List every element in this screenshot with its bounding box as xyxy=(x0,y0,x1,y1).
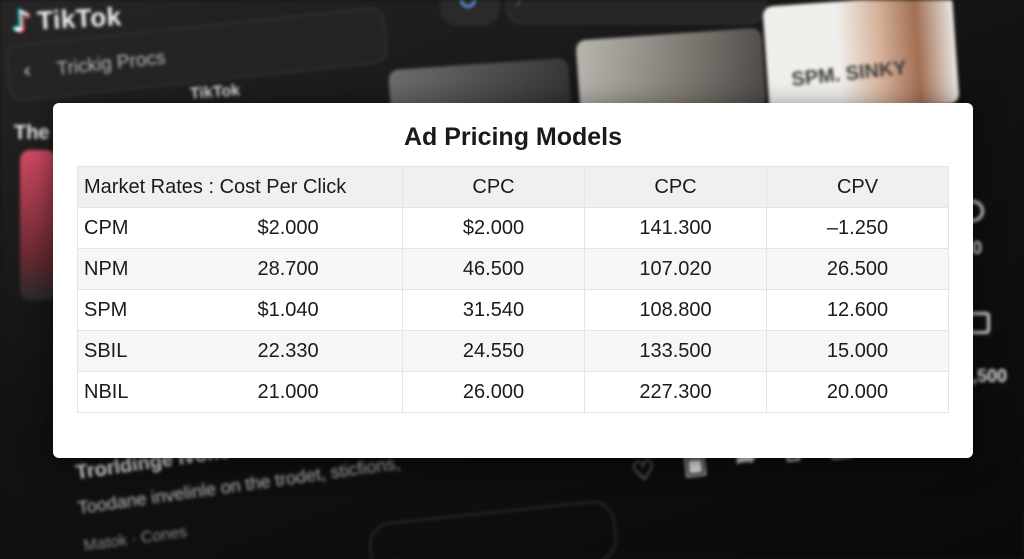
table-row: NPM 28.700 46.500 107.020 26.500 xyxy=(77,248,950,290)
heart-icon[interactable]: ♡ xyxy=(630,455,657,488)
ad-pricing-card: Ad Pricing Models Market Rates : Cost Pe… xyxy=(53,103,973,458)
row-label: SPM xyxy=(77,289,258,331)
table-cell: –1.250 xyxy=(766,207,950,249)
column-header: Market Rates : Cost Per Click xyxy=(76,166,404,208)
row-label: NPM xyxy=(77,248,258,290)
column-header: CPV xyxy=(766,166,950,208)
table-cell: 108.800 xyxy=(584,289,768,331)
table-cell: 141.300 xyxy=(584,207,768,249)
search-input[interactable]: ⁄ xyxy=(506,0,766,24)
search-button[interactable] xyxy=(440,0,500,26)
table-cell: $2.000 xyxy=(257,207,404,249)
table-cell: 227.300 xyxy=(584,371,768,413)
pricing-table: Market Rates : Cost Per Click CPC CPC CP… xyxy=(76,166,950,413)
video-thumbnail-left[interactable] xyxy=(20,150,56,300)
table-cell: 133.500 xyxy=(584,330,768,372)
row-label: CPM xyxy=(77,207,258,249)
comment-input[interactable] xyxy=(367,499,619,559)
table-row: CPM $2.000 $2.000 141.300 –1.250 xyxy=(77,207,950,249)
table-cell: 15.000 xyxy=(766,330,950,372)
table-header-row: Market Rates : Cost Per Click CPC CPC CP… xyxy=(76,166,950,208)
column-header: CPC xyxy=(402,166,586,208)
table-cell: 21.000 xyxy=(257,371,404,413)
card-title: Ad Pricing Models xyxy=(403,123,623,151)
tiktok-wordmark: TikTok xyxy=(36,1,123,36)
row-label: SBIL xyxy=(77,330,258,372)
column-header: CPC xyxy=(584,166,768,208)
table-cell: 26.500 xyxy=(766,248,950,290)
table-row: NBIL 21.000 26.000 227.300 20.000 xyxy=(77,371,950,413)
table-cell: 46.500 xyxy=(402,248,586,290)
table-row: SBIL 22.330 24.550 133.500 15.000 xyxy=(77,330,950,372)
search-icon xyxy=(460,0,476,8)
back-nav-title: Trickig Procs xyxy=(55,47,167,80)
chevron-left-icon[interactable]: ‹ xyxy=(21,58,33,85)
video-thumbnail-3[interactable]: SPM. SINKY xyxy=(762,0,960,117)
row-label: NBIL xyxy=(77,371,258,413)
comment-count: 0 xyxy=(972,238,983,258)
tiktok-note-icon: ♪ xyxy=(11,3,33,40)
table-cell: $2.000 xyxy=(402,207,586,249)
section-label: The xyxy=(14,122,50,144)
search-glyph-icon: ⁄ xyxy=(519,0,522,9)
video-caption-user[interactable]: Matok · Cones xyxy=(82,523,189,555)
thumbnail-overlay-text: SPM. SINKY xyxy=(790,56,908,91)
share-count: ,500 xyxy=(972,366,1008,386)
table-cell: 20.000 xyxy=(766,371,950,413)
table-cell: 107.020 xyxy=(584,248,768,290)
table-cell: 26.000 xyxy=(402,371,586,413)
table-row: SPM $1.040 31.540 108.800 12.600 xyxy=(77,289,950,331)
table-cell: $1.040 xyxy=(257,289,404,331)
table-cell: 31.540 xyxy=(402,289,586,331)
tiktok-logo[interactable]: ♪ TikTok xyxy=(11,0,122,40)
table-cell: 22.330 xyxy=(257,330,404,372)
table-cell: 28.700 xyxy=(257,248,404,290)
table-cell: 12.600 xyxy=(766,289,950,331)
thumb-label: TikTok xyxy=(189,82,241,103)
table-cell: 24.550 xyxy=(402,330,586,372)
